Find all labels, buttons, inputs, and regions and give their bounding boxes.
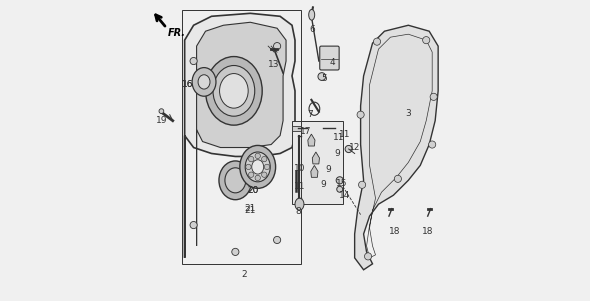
Ellipse shape	[359, 181, 366, 188]
Ellipse shape	[225, 168, 246, 193]
Text: 12: 12	[349, 143, 360, 152]
Bar	[182, 10, 301, 264]
Ellipse shape	[357, 111, 364, 118]
FancyBboxPatch shape	[292, 126, 301, 131]
Polygon shape	[311, 166, 318, 177]
Polygon shape	[355, 25, 438, 270]
Text: 21: 21	[245, 206, 256, 215]
Ellipse shape	[337, 186, 343, 192]
Polygon shape	[185, 13, 295, 258]
Text: 16: 16	[182, 80, 194, 89]
Ellipse shape	[252, 160, 264, 174]
Bar	[292, 121, 343, 204]
Text: 20: 20	[248, 186, 259, 195]
Ellipse shape	[232, 248, 239, 256]
Ellipse shape	[190, 222, 197, 229]
Text: 13: 13	[268, 60, 280, 69]
Ellipse shape	[336, 177, 343, 184]
Text: 11: 11	[333, 132, 344, 141]
Text: 5: 5	[322, 74, 327, 83]
Ellipse shape	[246, 164, 251, 169]
Ellipse shape	[309, 9, 314, 20]
Ellipse shape	[255, 153, 260, 159]
Ellipse shape	[345, 145, 352, 153]
Ellipse shape	[219, 161, 252, 200]
Text: 8: 8	[295, 207, 301, 216]
Ellipse shape	[240, 145, 276, 188]
Text: 21: 21	[245, 204, 256, 213]
Text: 14: 14	[339, 191, 350, 200]
Ellipse shape	[261, 172, 267, 177]
Text: 11: 11	[294, 182, 305, 191]
Ellipse shape	[274, 42, 281, 50]
Text: 9: 9	[334, 149, 340, 158]
Ellipse shape	[248, 172, 254, 177]
Ellipse shape	[205, 57, 262, 125]
Ellipse shape	[373, 38, 381, 45]
Ellipse shape	[255, 175, 260, 181]
Ellipse shape	[430, 93, 437, 101]
Polygon shape	[312, 152, 319, 164]
Polygon shape	[308, 134, 315, 146]
Text: 17: 17	[300, 127, 311, 136]
Text: 4: 4	[329, 58, 335, 67]
Ellipse shape	[428, 141, 436, 148]
Ellipse shape	[318, 73, 326, 80]
Text: 16: 16	[182, 80, 194, 89]
Text: 18: 18	[422, 227, 434, 235]
Polygon shape	[196, 22, 286, 246]
Text: 9: 9	[321, 180, 326, 189]
Text: FR.: FR.	[168, 28, 186, 38]
Text: 18: 18	[389, 227, 401, 235]
Text: 15: 15	[336, 179, 347, 188]
Ellipse shape	[295, 198, 304, 210]
Ellipse shape	[219, 73, 248, 108]
Ellipse shape	[159, 109, 164, 113]
Text: 11: 11	[339, 130, 350, 138]
Ellipse shape	[213, 66, 255, 116]
Ellipse shape	[394, 175, 401, 182]
Text: 3: 3	[405, 109, 411, 118]
Ellipse shape	[245, 152, 270, 182]
Ellipse shape	[365, 253, 372, 260]
Text: 9: 9	[325, 165, 330, 174]
Ellipse shape	[192, 68, 216, 96]
Ellipse shape	[274, 236, 281, 244]
Text: 10: 10	[294, 164, 306, 173]
Ellipse shape	[248, 157, 254, 162]
Ellipse shape	[198, 75, 210, 89]
Text: 20: 20	[248, 186, 259, 195]
Text: 19: 19	[156, 116, 168, 125]
Text: 6: 6	[309, 25, 315, 34]
Text: 7: 7	[307, 110, 313, 119]
Ellipse shape	[261, 157, 267, 162]
Ellipse shape	[422, 37, 430, 44]
Ellipse shape	[264, 164, 270, 169]
Ellipse shape	[190, 57, 197, 65]
FancyBboxPatch shape	[320, 46, 339, 70]
Text: 2: 2	[241, 270, 247, 279]
